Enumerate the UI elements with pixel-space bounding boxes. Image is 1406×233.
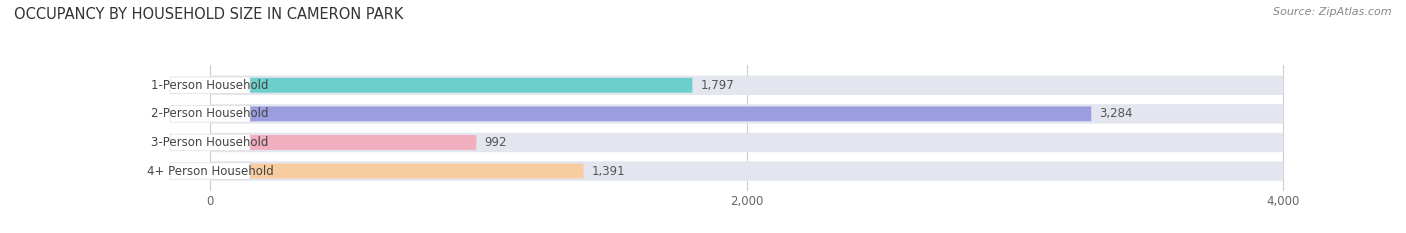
Text: OCCUPANCY BY HOUSEHOLD SIZE IN CAMERON PARK: OCCUPANCY BY HOUSEHOLD SIZE IN CAMERON P… <box>14 7 404 22</box>
Text: 1,391: 1,391 <box>592 164 626 178</box>
FancyBboxPatch shape <box>211 104 1284 123</box>
Text: 3-Person Household: 3-Person Household <box>152 136 269 149</box>
FancyBboxPatch shape <box>170 134 250 151</box>
FancyBboxPatch shape <box>170 163 250 179</box>
FancyBboxPatch shape <box>211 161 1284 181</box>
Text: 1-Person Household: 1-Person Household <box>152 79 269 92</box>
Text: Source: ZipAtlas.com: Source: ZipAtlas.com <box>1274 7 1392 17</box>
FancyBboxPatch shape <box>170 77 250 93</box>
FancyBboxPatch shape <box>211 78 692 93</box>
FancyBboxPatch shape <box>211 75 1284 95</box>
FancyBboxPatch shape <box>170 106 250 122</box>
Text: 4+ Person Household: 4+ Person Household <box>146 164 273 178</box>
FancyBboxPatch shape <box>211 106 1091 121</box>
Text: 1,797: 1,797 <box>700 79 734 92</box>
FancyBboxPatch shape <box>211 135 477 150</box>
FancyBboxPatch shape <box>211 164 583 178</box>
FancyBboxPatch shape <box>211 133 1284 152</box>
Text: 3,284: 3,284 <box>1099 107 1133 120</box>
Text: 992: 992 <box>485 136 508 149</box>
Text: 2-Person Household: 2-Person Household <box>152 107 269 120</box>
